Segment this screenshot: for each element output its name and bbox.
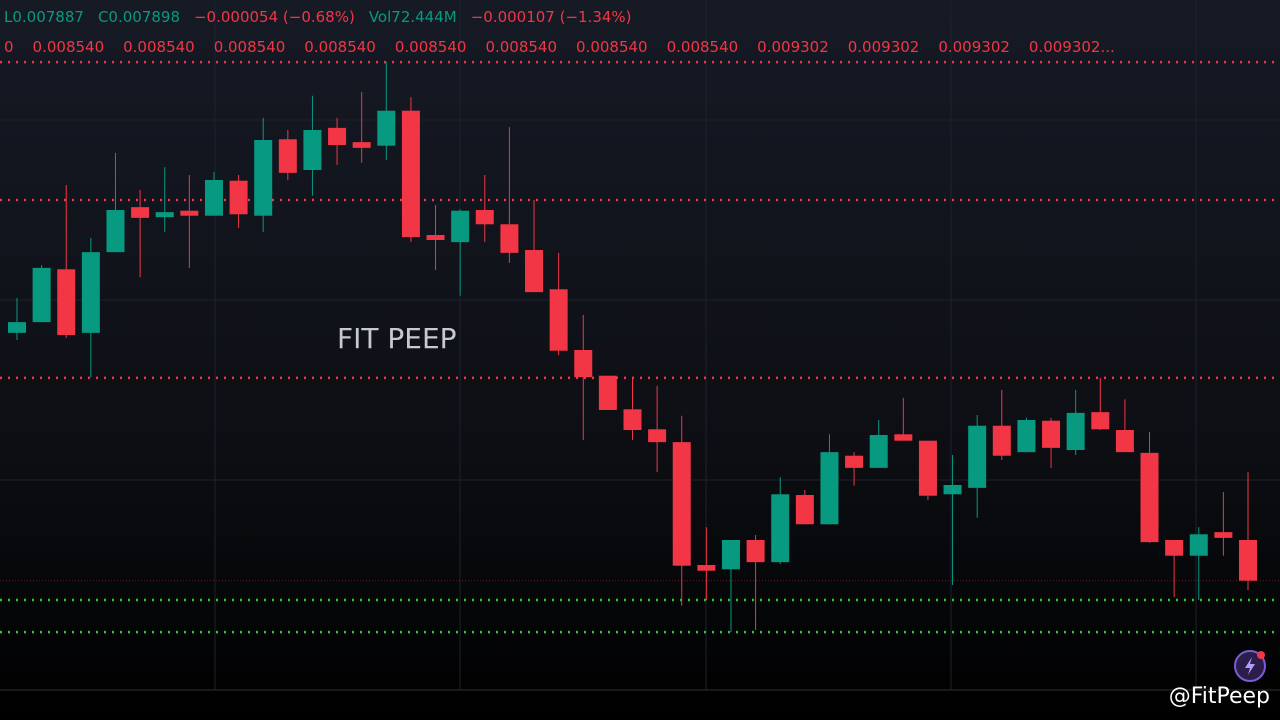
header-text: 0.009302...	[1028, 38, 1115, 56]
header-text: 0.008540	[32, 38, 105, 56]
header-text: 0.008540	[485, 38, 558, 56]
candle-body	[943, 485, 962, 495]
header-text: 0.008540	[123, 38, 195, 56]
candle-body	[1165, 540, 1184, 556]
candle-body	[1091, 412, 1110, 430]
candle-body	[697, 565, 716, 571]
header-text: 0.008540	[394, 38, 467, 56]
candle-body	[672, 442, 691, 566]
candle-body	[795, 495, 814, 525]
candle-body	[845, 455, 864, 468]
watermark: FIT PEEP	[337, 322, 457, 355]
candle-body	[303, 130, 322, 170]
candle-body	[500, 224, 519, 253]
candle-body	[820, 452, 839, 525]
candle-body	[1239, 540, 1257, 581]
candle-body	[869, 435, 888, 468]
candle-body	[968, 425, 987, 488]
candle-body	[81, 252, 100, 333]
header-text: C0.007898	[97, 8, 180, 26]
candle-body	[451, 210, 470, 243]
candle-body	[648, 429, 667, 443]
candle-body	[746, 540, 765, 563]
credit: @FitPeep	[1168, 684, 1270, 709]
candle-body	[1066, 412, 1085, 450]
grid	[0, 0, 1280, 690]
candle-body	[1017, 420, 1036, 453]
candle-body	[598, 375, 617, 410]
candle-body	[1115, 430, 1134, 453]
candle-body	[549, 289, 568, 351]
candle-body	[377, 110, 396, 146]
candle-body	[1214, 532, 1233, 538]
candle-body	[992, 425, 1011, 456]
header-text: 0	[4, 38, 14, 56]
candle-body	[918, 440, 937, 496]
candle-body	[155, 212, 174, 218]
levels-line: 0 0.008540 0.008540 0.008540 0.008540 0.00854…	[4, 38, 1115, 56]
candle-body	[106, 210, 125, 253]
candle-body	[254, 140, 273, 216]
header-text: Vol72.444M	[368, 8, 457, 26]
candle-body	[1042, 420, 1061, 448]
logo-icon	[1234, 650, 1266, 682]
candle-body	[180, 210, 199, 216]
header-text: 0.009302	[938, 38, 1010, 56]
legend-line: L0.007887 C0.007898 −0.000054 (−0.68%) Vol7…	[4, 8, 632, 26]
candle-body	[352, 142, 371, 148]
candle-body	[8, 322, 26, 333]
candle-body	[131, 207, 150, 218]
candle-body	[721, 540, 740, 570]
candle-body	[229, 180, 248, 215]
header-text: 0.008540	[666, 38, 739, 56]
candle-body	[401, 110, 420, 238]
header-text: 0.009302	[757, 38, 829, 56]
candle-body	[525, 250, 544, 293]
candle-body	[1189, 534, 1208, 556]
candle-body	[32, 267, 51, 323]
header-text: 0.008540	[304, 38, 376, 56]
candle-body	[623, 409, 642, 430]
candle-body	[204, 180, 223, 216]
header-text: 0.009302	[847, 38, 920, 56]
header-text: −0.000107 (−1.34%)	[470, 8, 632, 26]
candle-body	[574, 350, 593, 378]
candle-body	[771, 494, 790, 563]
candle-body	[57, 269, 76, 335]
candle-body	[475, 210, 494, 225]
candle-body	[426, 235, 445, 240]
header-text: −0.000054 (−0.68%)	[193, 8, 355, 26]
candle-body	[894, 434, 913, 441]
header-text: 0.008540	[576, 38, 648, 56]
header-text: L0.007887	[4, 8, 84, 26]
candle-body	[1140, 452, 1159, 543]
header-text: 0.008540	[213, 38, 286, 56]
candle-body	[278, 139, 297, 173]
candle-body	[328, 127, 347, 145]
